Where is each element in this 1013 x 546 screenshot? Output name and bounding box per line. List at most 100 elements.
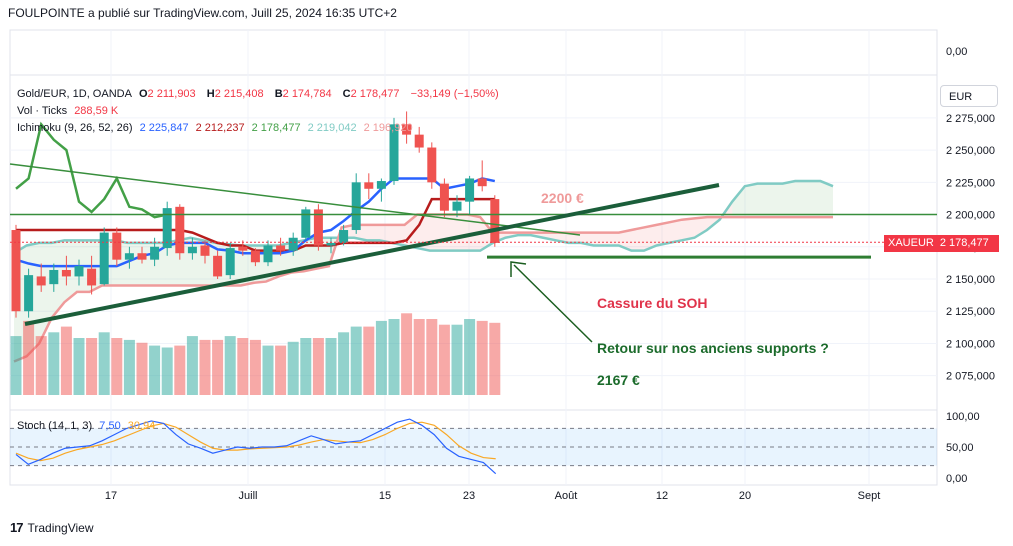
x-tick-label: Juill — [239, 490, 258, 502]
candle-body — [74, 266, 84, 277]
ichimoku-legend: Ichimoku (9, 26, 52, 26) 2 225,847 2 212… — [17, 122, 417, 134]
y-tick-label: 2 200,000 — [946, 210, 995, 222]
price-tag-symbol: XAUEUR — [888, 237, 934, 249]
volume-bar — [60, 326, 72, 395]
candle-body — [351, 182, 361, 231]
arrow-shaft — [513, 264, 593, 343]
candle-body — [263, 245, 273, 263]
candle-body — [364, 182, 374, 189]
volume-bar — [413, 319, 425, 395]
volume-legend: Vol · Ticks 288,59 K — [17, 105, 122, 117]
volume-bar — [338, 332, 350, 395]
volume-bar — [10, 336, 22, 395]
ichimoku-label[interactable]: Ichimoku (9, 26, 52, 26) — [17, 122, 133, 134]
price-tag-value: 2 178,477 — [939, 237, 989, 249]
volume-label[interactable]: Vol · Ticks — [17, 105, 68, 117]
candle-body — [112, 232, 122, 260]
volume-bar — [35, 336, 47, 395]
high-label: H — [206, 88, 215, 100]
symbol-name[interactable]: Gold/EUR, 1D, OANDA — [17, 88, 132, 100]
candle-body — [175, 206, 185, 254]
candle-body — [213, 255, 223, 277]
candle-body — [137, 253, 147, 260]
candle-body — [301, 209, 311, 238]
volume-bar — [438, 324, 450, 395]
high-value: 2 215,408 — [214, 88, 264, 100]
y-tick-label: 2 125,000 — [946, 306, 995, 318]
volume-bar — [363, 326, 375, 395]
candle-body — [200, 245, 210, 256]
volume-bar — [237, 338, 249, 395]
candle-body — [477, 178, 487, 187]
stoch-k-line — [15, 418, 497, 475]
candle-body — [150, 246, 160, 260]
volume-bar — [186, 336, 198, 395]
low-label: B — [274, 88, 283, 100]
chikou-line — [15, 121, 168, 219]
volume-bar — [98, 332, 110, 395]
x-tick-label: 23 — [463, 490, 475, 502]
stochastic-pane — [10, 418, 937, 475]
change-value: −33,149 (−1,50%) — [410, 88, 499, 100]
volume-bar — [123, 339, 135, 395]
cloud-segment — [656, 222, 670, 246]
cloud-segment — [165, 240, 178, 286]
volume-bar — [23, 320, 35, 395]
close-value: 2 178,477 — [350, 88, 400, 100]
cloud-segment — [543, 232, 556, 241]
annotation-2167: 2167 € — [597, 372, 640, 388]
cloud-segment — [694, 217, 707, 238]
stoch-label[interactable]: Stoch (14, 1, 3) — [17, 420, 93, 432]
stoch-legend: Stoch (14, 1, 3) 7,50 30,94 — [17, 420, 159, 432]
brand-name[interactable]: TradingView — [27, 520, 94, 535]
candle-body — [24, 275, 34, 312]
candle-body — [389, 124, 399, 182]
cloud-segment — [644, 224, 657, 251]
rising-trendline — [24, 183, 720, 326]
y-tick-label: 2 275,000 — [946, 113, 995, 125]
annotation-retour: Retour sur nos anciens supports ? — [597, 340, 829, 356]
annotation-soh: Cassure du SOH — [597, 295, 708, 311]
cloud-segment — [757, 183, 770, 218]
candle-body — [36, 276, 46, 286]
y-tick-label: 2 100,000 — [946, 338, 995, 350]
cloud-segment — [442, 214, 455, 251]
volume-bar — [401, 313, 413, 395]
cloud-segment — [782, 181, 796, 218]
y-tick-label: 2 075,000 — [946, 371, 995, 383]
volume-bar — [275, 345, 287, 395]
chikou-value: 2 178,477 — [251, 122, 301, 134]
volume-bar — [476, 320, 488, 395]
close-label: C — [342, 88, 351, 100]
y-tick-label-top: 0,00 — [946, 46, 967, 58]
cloud-segment — [770, 183, 783, 218]
cloud-segment — [795, 181, 808, 218]
volume-bar — [426, 319, 438, 395]
candle-body — [439, 183, 449, 211]
open-label: O — [138, 88, 148, 100]
volume-bar — [287, 341, 299, 395]
x-tick-label: 20 — [739, 490, 751, 502]
publish-header: FOULPOINTE a publié sur TradingView.com,… — [8, 6, 397, 20]
cloud-segment — [379, 224, 392, 243]
candle-body — [49, 269, 59, 285]
tradingview-logo-icon[interactable]: 17 — [10, 520, 24, 535]
user-drawings — [9, 163, 937, 343]
volume-bar — [149, 345, 161, 395]
volume-value: 288,59 K — [74, 105, 119, 117]
volume-bar — [451, 324, 463, 395]
volume-bar — [111, 338, 123, 395]
candle-body — [402, 124, 412, 135]
candle-body — [87, 268, 97, 286]
stoch-d-value: 30,94 — [127, 420, 156, 432]
volume-bar — [325, 338, 337, 395]
volume-bars — [10, 313, 501, 395]
candle-body — [339, 230, 349, 243]
arrow-head — [510, 261, 527, 277]
candle-body — [276, 245, 286, 251]
currency-selector[interactable]: EUR — [940, 85, 998, 107]
symbol-legend: Gold/EUR, 1D, OANDA O2 211,903 H2 215,40… — [17, 88, 503, 100]
candle-body — [326, 242, 336, 246]
cloud-segment — [744, 183, 758, 218]
